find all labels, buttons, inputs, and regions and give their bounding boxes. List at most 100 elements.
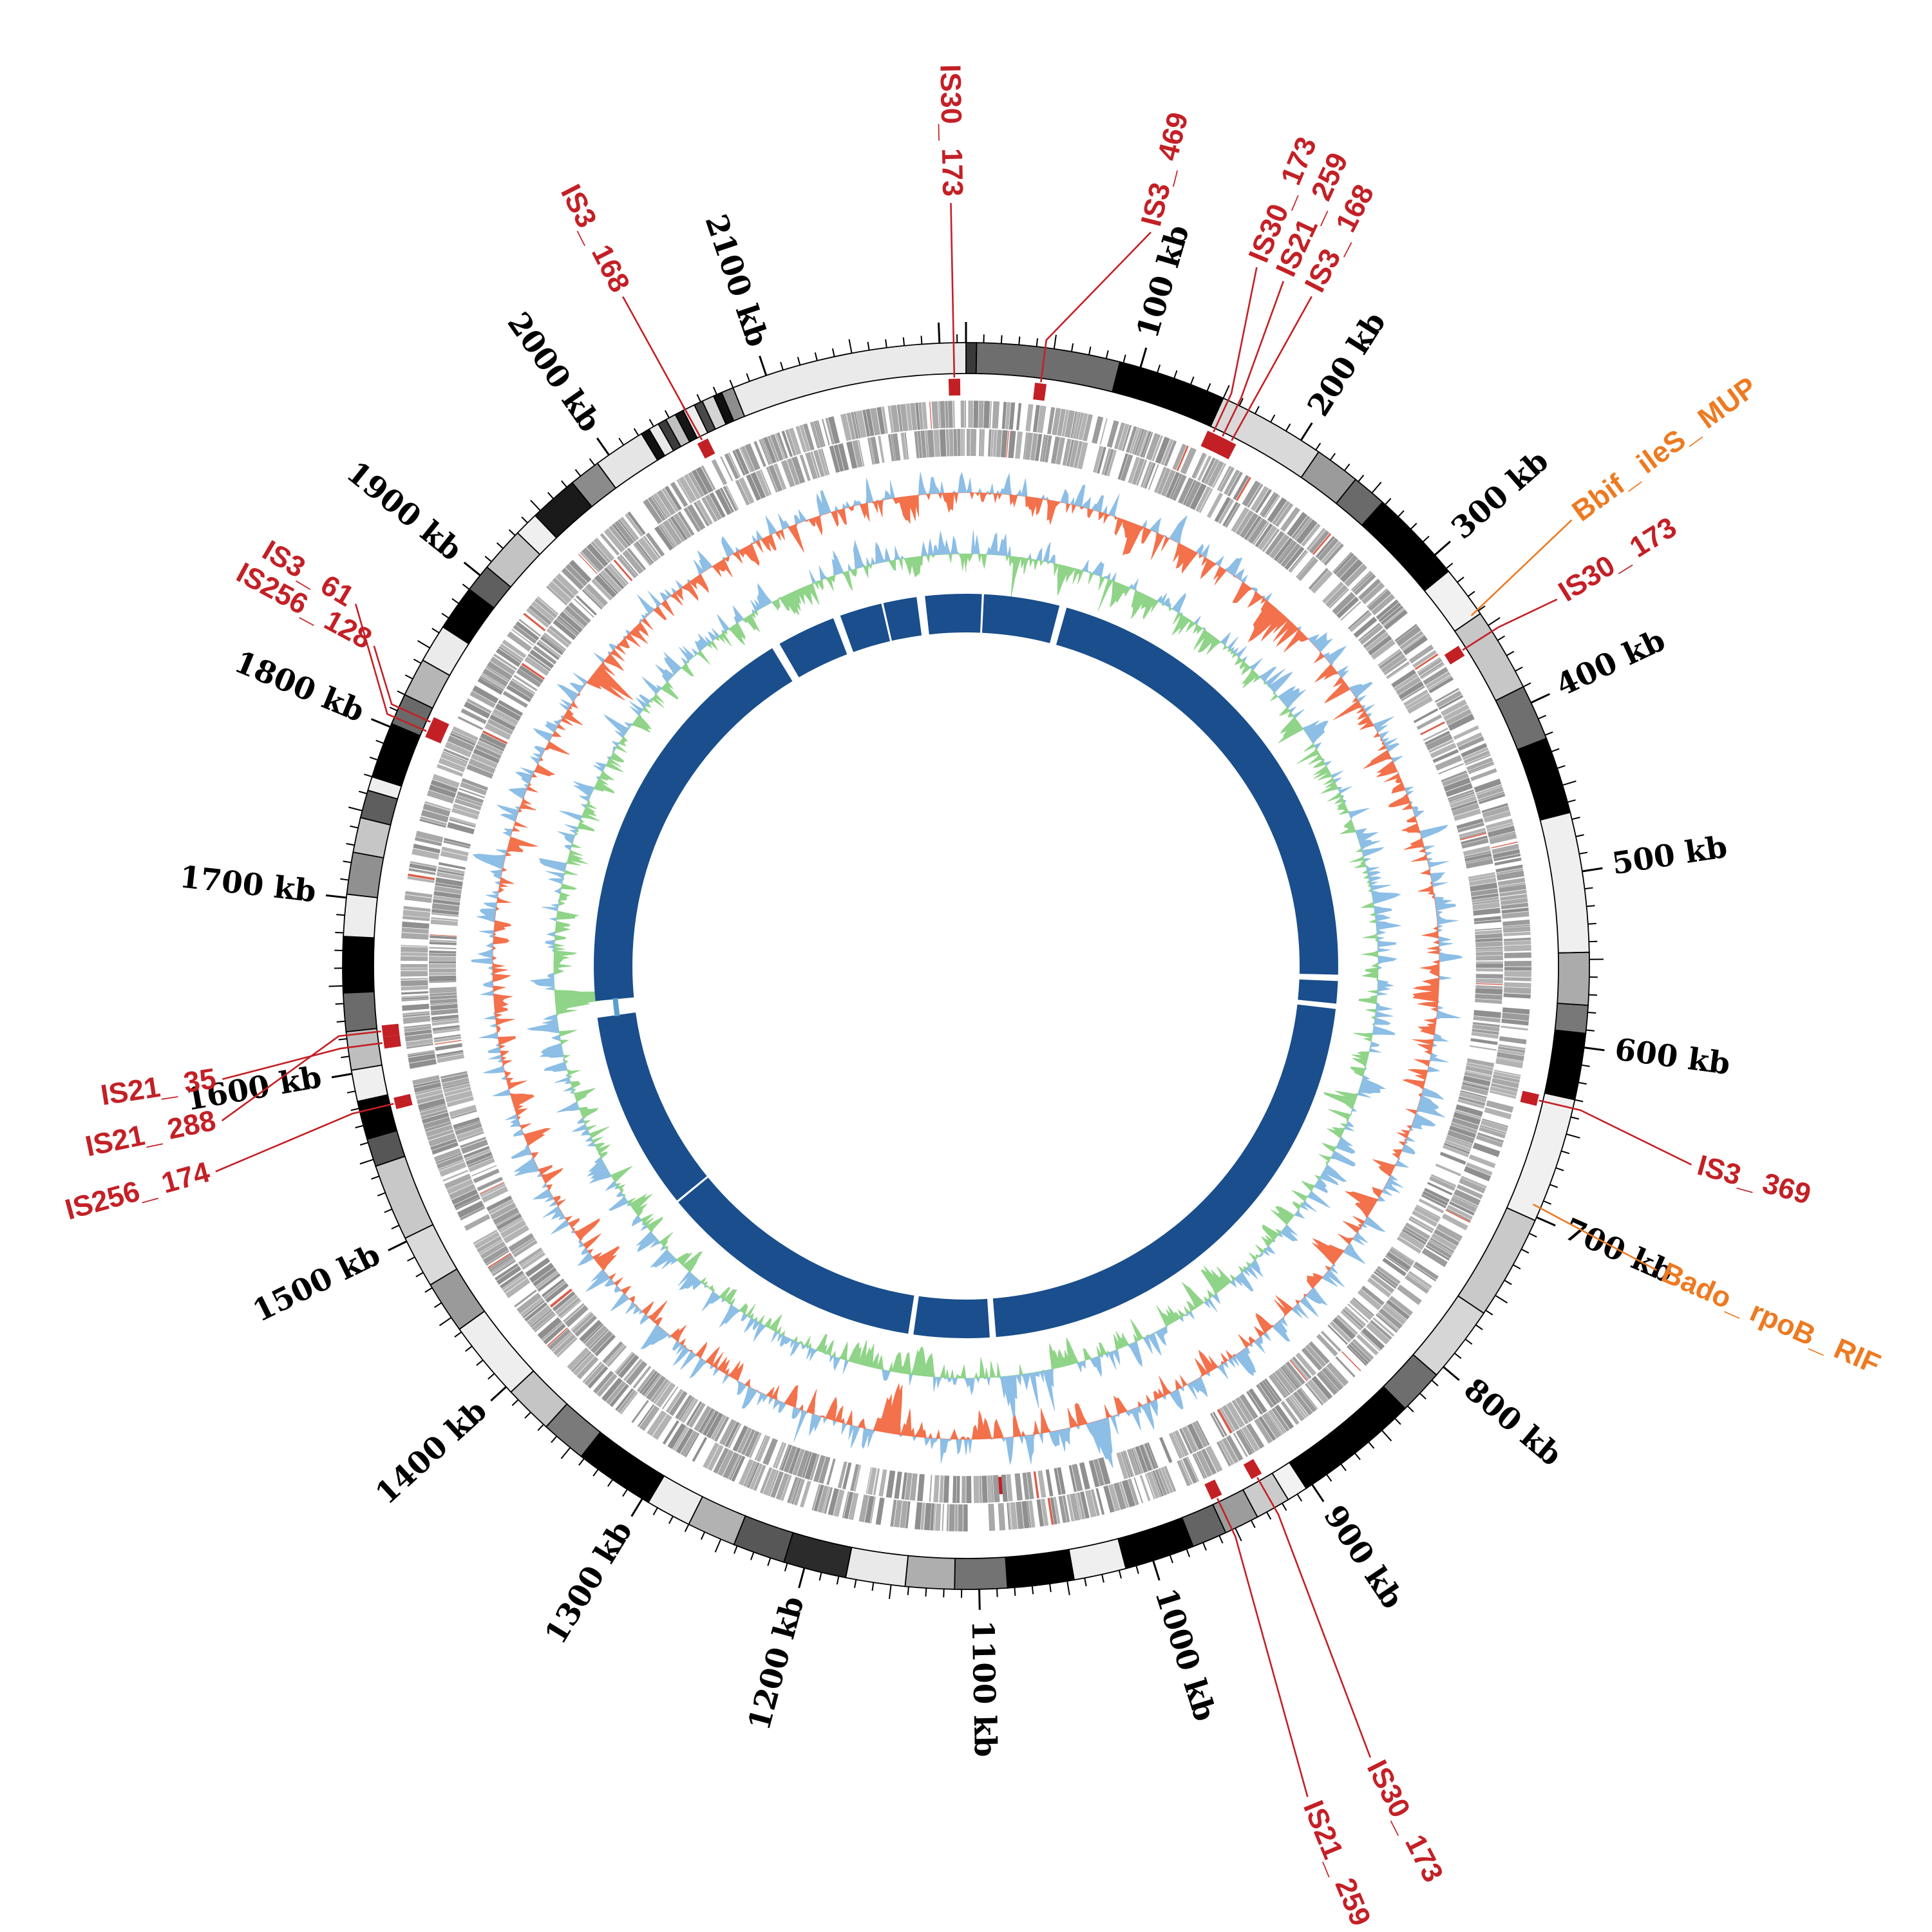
gene-block	[401, 946, 428, 953]
gene-block	[438, 757, 466, 773]
gene-block	[943, 1475, 950, 1503]
gene-block	[929, 1475, 933, 1502]
gene-block	[1405, 1274, 1430, 1294]
gene-block	[746, 1462, 757, 1488]
gene-block	[1276, 540, 1294, 563]
gene-block	[1093, 1459, 1105, 1486]
is-site-marker	[1243, 1459, 1262, 1479]
gene-block	[1332, 551, 1352, 573]
gene-block	[1456, 818, 1484, 829]
scale-tick	[1088, 346, 1092, 355]
scale-tick	[1049, 1584, 1052, 1593]
gene-block	[502, 639, 527, 659]
gene-block	[549, 625, 572, 645]
gene-block	[430, 919, 458, 926]
gc-block-segment	[342, 936, 375, 994]
gene-block	[1476, 786, 1504, 800]
gene-block	[870, 408, 881, 436]
gene-block	[507, 631, 532, 652]
gene-block	[1083, 413, 1093, 442]
gene-block	[1226, 1401, 1245, 1428]
gene-block	[406, 1043, 433, 1049]
gene-block	[1383, 608, 1405, 627]
gene-block	[1476, 961, 1504, 963]
gene-block	[563, 609, 585, 629]
gene-block	[1196, 1450, 1213, 1477]
gene-block	[1465, 753, 1491, 766]
gene-block	[1457, 1099, 1485, 1109]
gene-block	[488, 1253, 511, 1269]
gene-block	[520, 1250, 544, 1267]
gene-block	[457, 791, 484, 804]
gene-block	[656, 489, 676, 516]
gene-block	[554, 1294, 578, 1315]
gene-block	[719, 1419, 737, 1446]
gene-block	[1475, 951, 1503, 956]
gene-block	[412, 1075, 440, 1085]
gene-block	[618, 519, 636, 542]
gene-block	[543, 1280, 566, 1300]
gene-block	[1359, 1332, 1381, 1352]
gene-block	[1463, 1075, 1491, 1086]
gene-block	[802, 1452, 812, 1479]
gene-block	[1388, 1247, 1414, 1267]
scale-tick	[417, 640, 430, 649]
gene-block	[511, 629, 534, 646]
gene-block	[788, 1447, 801, 1474]
gene-block	[1265, 531, 1285, 556]
gene-block	[1321, 1367, 1343, 1391]
tick-label: 1100 kb	[965, 1620, 1003, 1757]
gene-block	[1006, 430, 1009, 458]
gene-block	[404, 1033, 433, 1042]
gene-block	[1041, 1499, 1049, 1526]
gene-block	[464, 1149, 491, 1161]
tick-label: 500 kb	[1609, 829, 1729, 882]
gene-block	[720, 456, 734, 482]
gene-block	[1079, 1462, 1090, 1490]
gc-block-segment	[1557, 951, 1590, 1007]
gene-block	[1271, 1407, 1290, 1432]
gene-block	[489, 714, 516, 731]
gene-block	[1132, 428, 1142, 455]
gene-block	[447, 822, 475, 835]
gene-block	[560, 1300, 582, 1319]
gene-block	[793, 1479, 805, 1506]
scale-tick	[649, 419, 654, 427]
gene-block	[914, 431, 920, 459]
gene-block	[1425, 671, 1451, 689]
scale-tick	[622, 1489, 628, 1497]
annotation-leader-line	[1532, 1203, 1658, 1271]
scale-tick	[1118, 1570, 1122, 1579]
gene-block	[954, 1504, 958, 1531]
gene-block	[571, 1311, 592, 1331]
gene-block	[428, 1133, 456, 1147]
scale-tick	[537, 1424, 544, 1432]
gene-block	[412, 848, 440, 860]
gene-block	[1421, 1247, 1448, 1267]
gene-block	[1155, 1469, 1168, 1496]
gene-block	[1027, 1472, 1034, 1500]
gene-block	[1128, 457, 1141, 484]
gene-block	[680, 1430, 698, 1457]
gene-block	[431, 909, 459, 916]
gene-block	[1383, 609, 1408, 630]
gene-block	[460, 1139, 489, 1154]
scale-tick	[551, 1435, 558, 1443]
gene-block	[555, 573, 579, 596]
gene-block	[828, 1488, 839, 1516]
gene-block	[1349, 1298, 1374, 1320]
gene-block	[696, 466, 714, 493]
gene-block	[631, 1399, 649, 1423]
gene-block	[775, 433, 786, 460]
gene-block	[433, 1027, 460, 1032]
gene-block	[1262, 1379, 1280, 1404]
gene-block	[407, 1050, 435, 1056]
gene-block	[1359, 624, 1383, 645]
gene-block	[1449, 1125, 1477, 1139]
scale-tick	[431, 627, 440, 634]
gene-block	[670, 516, 688, 540]
gene-block	[1336, 554, 1358, 578]
gene-block	[973, 1475, 980, 1503]
gene-block	[776, 432, 788, 459]
gene-block	[1504, 987, 1531, 994]
